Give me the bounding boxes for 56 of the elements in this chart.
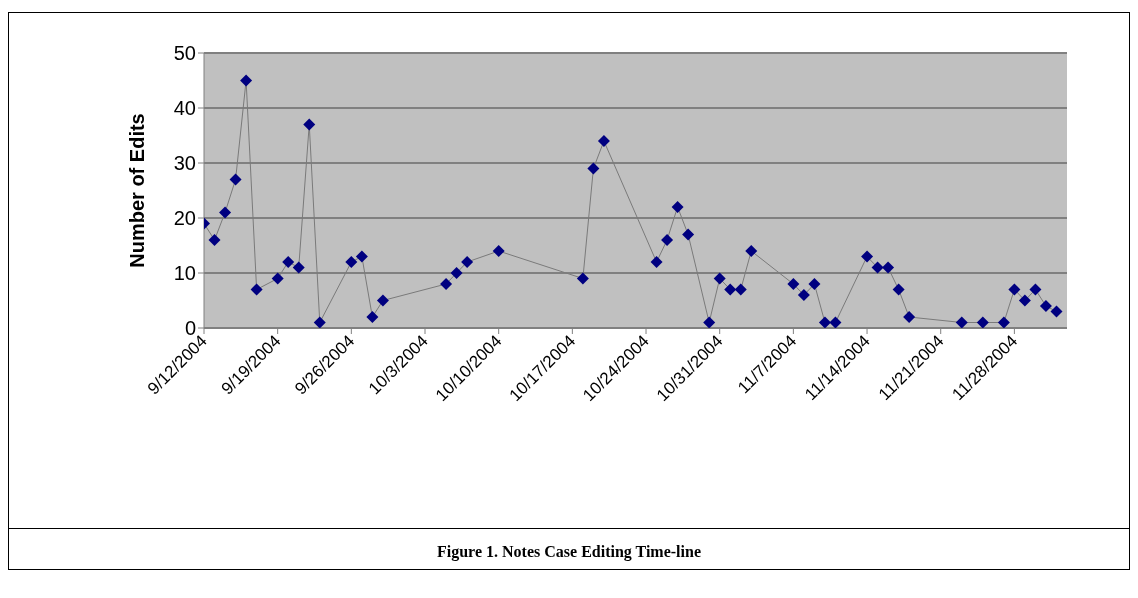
point <box>713 272 726 285</box>
point <box>240 74 253 87</box>
point <box>282 256 295 268</box>
point <box>1008 283 1021 296</box>
point <box>797 289 810 301</box>
y-tick-label: 20 <box>173 207 196 230</box>
point <box>955 316 968 328</box>
y-tick-label: 10 <box>173 262 196 285</box>
point <box>450 267 463 279</box>
point <box>303 118 316 131</box>
point <box>1039 300 1052 312</box>
point <box>661 234 674 246</box>
point <box>818 316 831 328</box>
point <box>829 316 842 328</box>
point <box>1018 294 1031 307</box>
point <box>650 256 663 268</box>
point <box>587 162 600 175</box>
point <box>376 294 389 307</box>
point <box>734 283 747 296</box>
y-tick-label: 40 <box>173 97 196 120</box>
point <box>313 316 326 328</box>
point <box>882 261 895 274</box>
point <box>461 256 474 268</box>
y-tick-label: 30 <box>173 152 196 175</box>
point <box>345 256 358 268</box>
point <box>724 283 737 296</box>
point <box>892 283 905 296</box>
point <box>576 272 589 285</box>
y-tick-label: 50 <box>173 42 196 65</box>
point <box>250 283 263 296</box>
point <box>682 228 695 241</box>
point <box>997 316 1010 328</box>
point <box>219 206 232 219</box>
point <box>208 234 221 246</box>
y-axis-title: Number of Edits <box>126 113 149 268</box>
point <box>1029 283 1042 296</box>
point <box>703 316 716 328</box>
point <box>871 261 884 274</box>
point <box>976 316 989 328</box>
point <box>440 278 453 290</box>
point <box>861 250 874 263</box>
point <box>492 245 505 257</box>
point <box>808 278 821 290</box>
point <box>229 173 242 186</box>
point <box>1050 305 1063 318</box>
point <box>745 245 758 257</box>
point <box>787 278 800 290</box>
point <box>366 311 379 323</box>
point <box>271 272 284 285</box>
point <box>597 135 610 147</box>
point <box>903 311 916 323</box>
y-tick-label: 0 <box>184 317 196 340</box>
text: Figure 1. Notes Case Editing Time-line <box>9 528 1129 569</box>
point <box>292 261 305 274</box>
point <box>671 201 684 213</box>
point <box>355 250 368 263</box>
